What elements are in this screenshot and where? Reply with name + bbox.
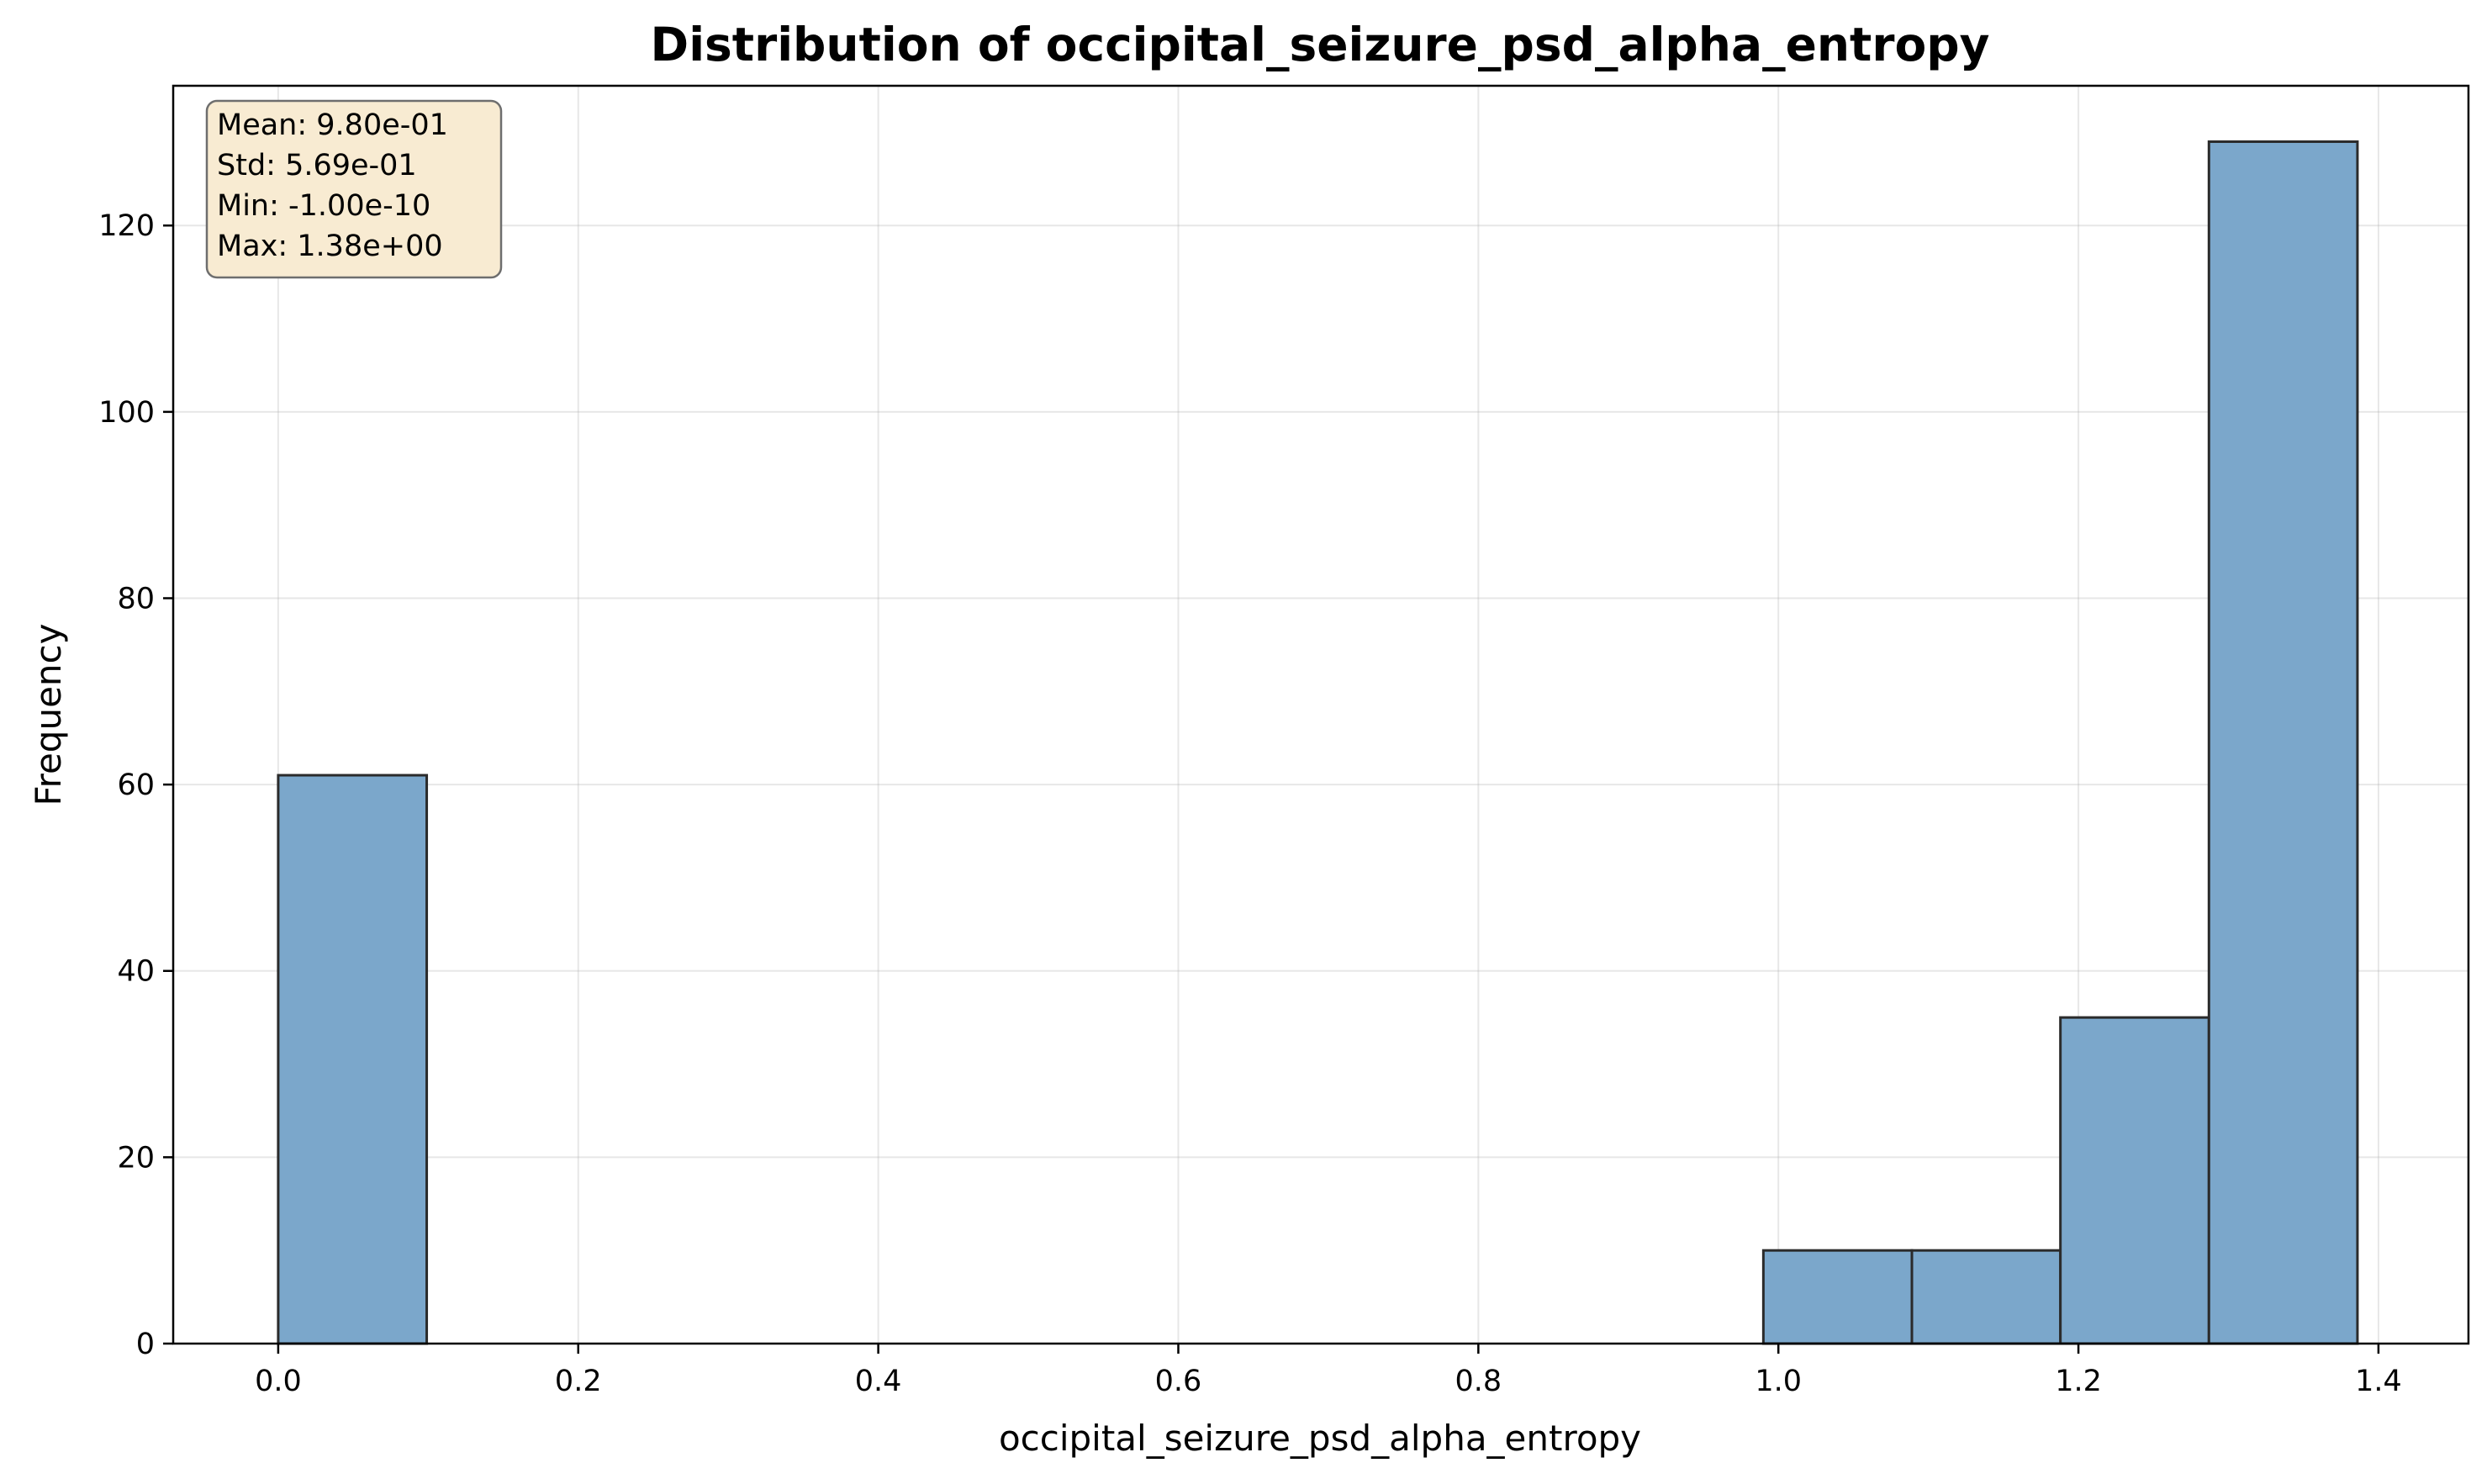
y-tick-label: 120 — [98, 209, 155, 243]
histogram-bar — [277, 774, 429, 1345]
y-tick-label: 60 — [117, 768, 155, 802]
x-tick-label: 1.4 — [2355, 1365, 2402, 1398]
stats-box: Mean: 9.80e-01 Std: 5.69e-01 Min: -1.00e… — [205, 99, 503, 279]
x-tick-label: 0.4 — [855, 1365, 902, 1398]
stats-std: Std: 5.69e-01 — [217, 149, 417, 182]
y-tick-label: 80 — [117, 582, 155, 615]
y-tick-label: 0 — [136, 1328, 155, 1361]
plot-area-frame — [172, 84, 2470, 1345]
x-tick-label: 0.6 — [1155, 1365, 1202, 1398]
stats-box-background — [205, 99, 503, 279]
stats-max: Max: 1.38e+00 — [217, 230, 443, 263]
histogram-bars — [277, 140, 2359, 1345]
y-tick-label: 20 — [117, 1141, 155, 1175]
histogram-bar — [1761, 1249, 1914, 1345]
x-tick-label: 0.0 — [255, 1365, 302, 1398]
x-tick-label: 1.2 — [2055, 1365, 2102, 1398]
y-axis-label: Frequency — [28, 624, 69, 806]
x-axis-ticks: 0.0 0.2 0.4 0.6 0.8 1.0 1.2 1.4 — [255, 1344, 2402, 1398]
histogram-bar — [2207, 140, 2359, 1345]
histogram-bar — [1910, 1249, 2062, 1345]
x-tick-label: 0.8 — [1455, 1365, 1502, 1398]
y-tick-label: 40 — [117, 955, 155, 989]
y-tick-label: 100 — [98, 396, 155, 430]
stats-min: Min: -1.00e-10 — [217, 189, 430, 223]
histogram-bar — [2059, 1016, 2210, 1345]
x-tick-label: 0.2 — [555, 1365, 602, 1398]
x-tick-label: 1.0 — [1755, 1365, 1802, 1398]
stats-mean: Mean: 9.80e-01 — [217, 108, 448, 142]
chart-title: Distribution of occipital_seizure_psd_al… — [651, 18, 1990, 71]
y-axis-ticks: 0 20 40 60 80 100 120 — [98, 209, 173, 1361]
x-axis-label: occipital_seizure_psd_alpha_entropy — [999, 1418, 1641, 1459]
